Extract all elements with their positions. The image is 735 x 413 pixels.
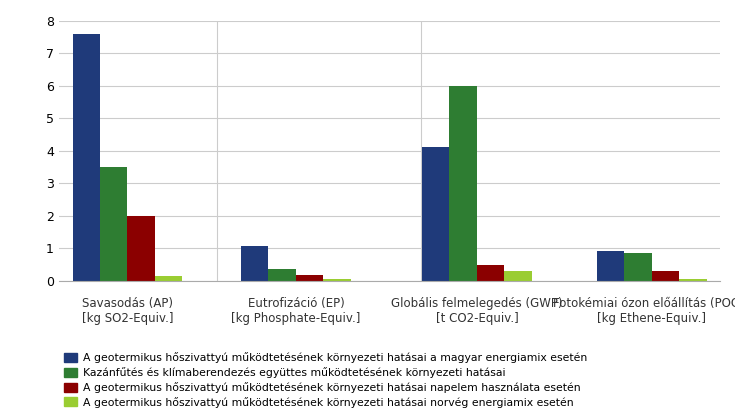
Bar: [679, 279, 706, 281]
Text: Globális felmelegedés (GWP)
[t CO2-Equiv.]: Globális felmelegedés (GWP) [t CO2-Equiv…: [391, 297, 563, 325]
Bar: [477, 265, 504, 281]
Bar: [155, 276, 182, 281]
Bar: [100, 167, 127, 281]
Bar: [652, 271, 679, 281]
Bar: [296, 275, 323, 281]
Bar: [127, 216, 155, 281]
Text: Savasodás (AP)
[kg SO2-Equiv.]: Savasodás (AP) [kg SO2-Equiv.]: [82, 297, 173, 325]
Bar: [504, 271, 532, 281]
Legend: A geotermikus hőszivattyú működtetésének környezeti hatásai a magyar energiamix : A geotermikus hőszivattyú működtetésének…: [64, 352, 587, 408]
Text: Fotokémiai ózon előállítás (POCP)
[kg Ethene-Equiv.]: Fotokémiai ózon előállítás (POCP) [kg Et…: [553, 297, 735, 325]
Bar: [73, 34, 100, 281]
Bar: [624, 252, 652, 281]
Bar: [268, 269, 296, 281]
Bar: [241, 246, 268, 281]
Bar: [450, 86, 477, 281]
Bar: [597, 251, 624, 281]
Bar: [422, 147, 450, 281]
Text: Eutrofizáció (EP)
[kg Phosphate-Equiv.]: Eutrofizáció (EP) [kg Phosphate-Equiv.]: [232, 297, 361, 325]
Bar: [323, 279, 351, 281]
